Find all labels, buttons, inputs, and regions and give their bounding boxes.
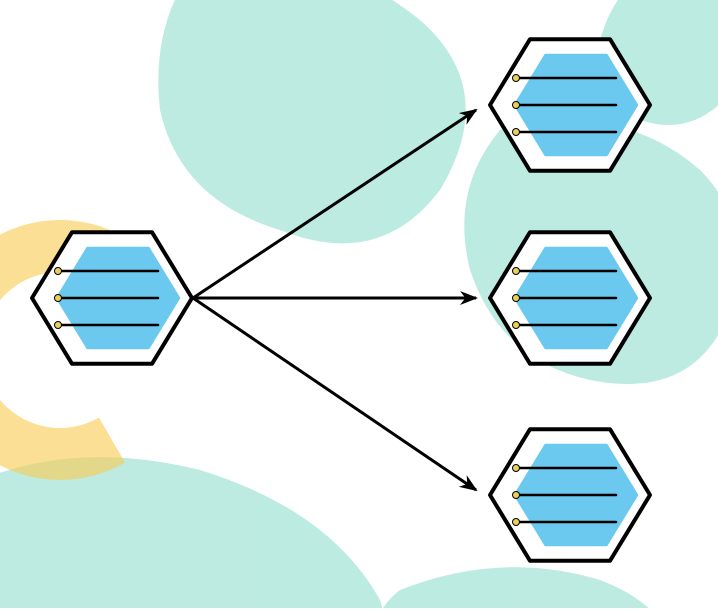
diagram-layer [0, 0, 718, 608]
bullet-icon [513, 322, 520, 329]
hex-node-target-0 [490, 39, 650, 171]
arrow [193, 110, 476, 298]
bullet-icon [513, 129, 520, 136]
bullet-icon [513, 492, 520, 499]
hex-node-target-2 [490, 429, 650, 561]
hex-node-source [32, 232, 192, 364]
bullet-icon [513, 519, 520, 526]
bullet-icon [513, 268, 520, 275]
arrow [193, 298, 476, 490]
bullet-icon [513, 102, 520, 109]
bullet-icon [513, 465, 520, 472]
bullet-icon [55, 322, 62, 329]
bullet-icon [55, 268, 62, 275]
bullet-icon [513, 295, 520, 302]
bullet-icon [55, 295, 62, 302]
bullet-icon [513, 75, 520, 82]
hex-node-target-1 [490, 232, 650, 364]
